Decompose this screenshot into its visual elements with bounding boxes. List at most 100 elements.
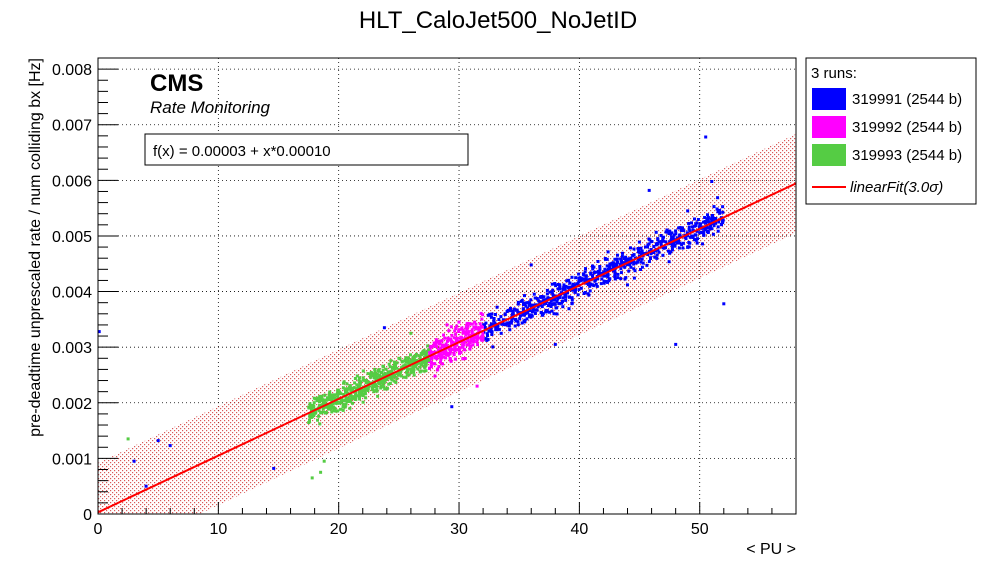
data-point: [308, 415, 312, 419]
data-point: [433, 350, 437, 354]
data-point: [445, 344, 449, 348]
data-point: [382, 365, 385, 369]
data-point: [582, 272, 585, 276]
data-point: [444, 356, 447, 360]
data-point: [701, 242, 704, 246]
data-point: [319, 470, 323, 474]
data-point: [549, 299, 553, 303]
data-point: [310, 476, 314, 480]
data-point: [450, 333, 454, 337]
data-point: [521, 313, 525, 317]
data-point: [535, 297, 539, 300]
data-point: [653, 255, 657, 259]
data-point: [550, 282, 554, 286]
data-point: [448, 351, 452, 355]
data-point: [460, 336, 463, 340]
data-point: [493, 324, 497, 328]
data-point: [570, 285, 574, 289]
data-point: [477, 328, 481, 332]
data-point: [418, 365, 422, 369]
data-point: [447, 329, 451, 333]
data-point: [486, 334, 489, 337]
data-point: [711, 214, 714, 217]
data-point: [435, 345, 438, 349]
data-point: [475, 340, 479, 344]
data-point: [486, 313, 490, 317]
data-point: [687, 227, 691, 231]
data-point: [619, 271, 623, 275]
data-point: [488, 312, 492, 316]
data-point: [620, 254, 624, 258]
data-point: [439, 346, 442, 350]
data-point: [366, 372, 370, 376]
data-point: [598, 265, 602, 268]
data-point: [491, 323, 495, 327]
data-point: [349, 394, 353, 398]
data-point: [328, 390, 332, 394]
data-point: [424, 350, 427, 354]
legend-swatch-2: [812, 116, 846, 138]
data-point: [422, 360, 426, 364]
data-point: [706, 231, 710, 234]
data-point: [465, 323, 469, 327]
data-point: [453, 349, 457, 353]
data-point: [358, 382, 362, 386]
data-point: [568, 295, 571, 299]
data-point: [613, 273, 617, 276]
data-point: [490, 312, 494, 316]
data-point: [414, 365, 418, 368]
data-point: [393, 375, 397, 379]
data-point: [654, 230, 658, 234]
data-point: [716, 210, 720, 214]
data-point: [523, 294, 526, 298]
data-point: [690, 221, 693, 225]
data-point: [594, 270, 597, 274]
data-point: [329, 407, 333, 411]
data-point: [684, 237, 688, 241]
data-point: [407, 367, 411, 371]
data-point: [379, 386, 383, 390]
data-point: [503, 312, 507, 316]
data-point: [377, 381, 381, 384]
data-point: [541, 313, 545, 317]
data-point: [619, 267, 623, 271]
data-point: [588, 277, 592, 281]
data-point: [551, 302, 554, 306]
data-point: [462, 347, 466, 351]
data-point: [698, 231, 702, 235]
data-point: [706, 213, 709, 217]
data-point: [599, 282, 603, 286]
data-point: [649, 248, 653, 251]
data-point: [664, 240, 668, 244]
legend-label-fit: linearFit(3.0σ): [850, 179, 943, 196]
data-point: [392, 366, 396, 370]
data-point: [522, 308, 525, 312]
data-point: [719, 222, 723, 226]
data-point: [470, 336, 474, 340]
legend-swatch-1: [812, 88, 846, 110]
data-point: [373, 370, 377, 374]
data-point: [132, 459, 136, 463]
data-point: [412, 354, 416, 358]
data-point: [670, 243, 674, 247]
data-point: [548, 301, 552, 305]
data-point: [613, 277, 617, 281]
data-point: [383, 372, 387, 375]
data-point: [483, 326, 487, 330]
data-point: [342, 380, 346, 384]
data-point: [516, 300, 520, 304]
data-point: [571, 282, 575, 286]
data-point: [602, 274, 606, 278]
data-point: [329, 395, 333, 399]
data-point: [714, 221, 718, 225]
data-point: [387, 375, 391, 379]
data-point: [456, 347, 460, 351]
data-point: [316, 418, 319, 422]
y-tick-label: 0.008: [52, 62, 92, 79]
data-point: [338, 407, 342, 411]
data-point: [567, 286, 571, 290]
data-point: [520, 321, 524, 325]
data-point: [387, 382, 391, 386]
data-point: [353, 381, 357, 385]
data-point: [613, 257, 617, 261]
